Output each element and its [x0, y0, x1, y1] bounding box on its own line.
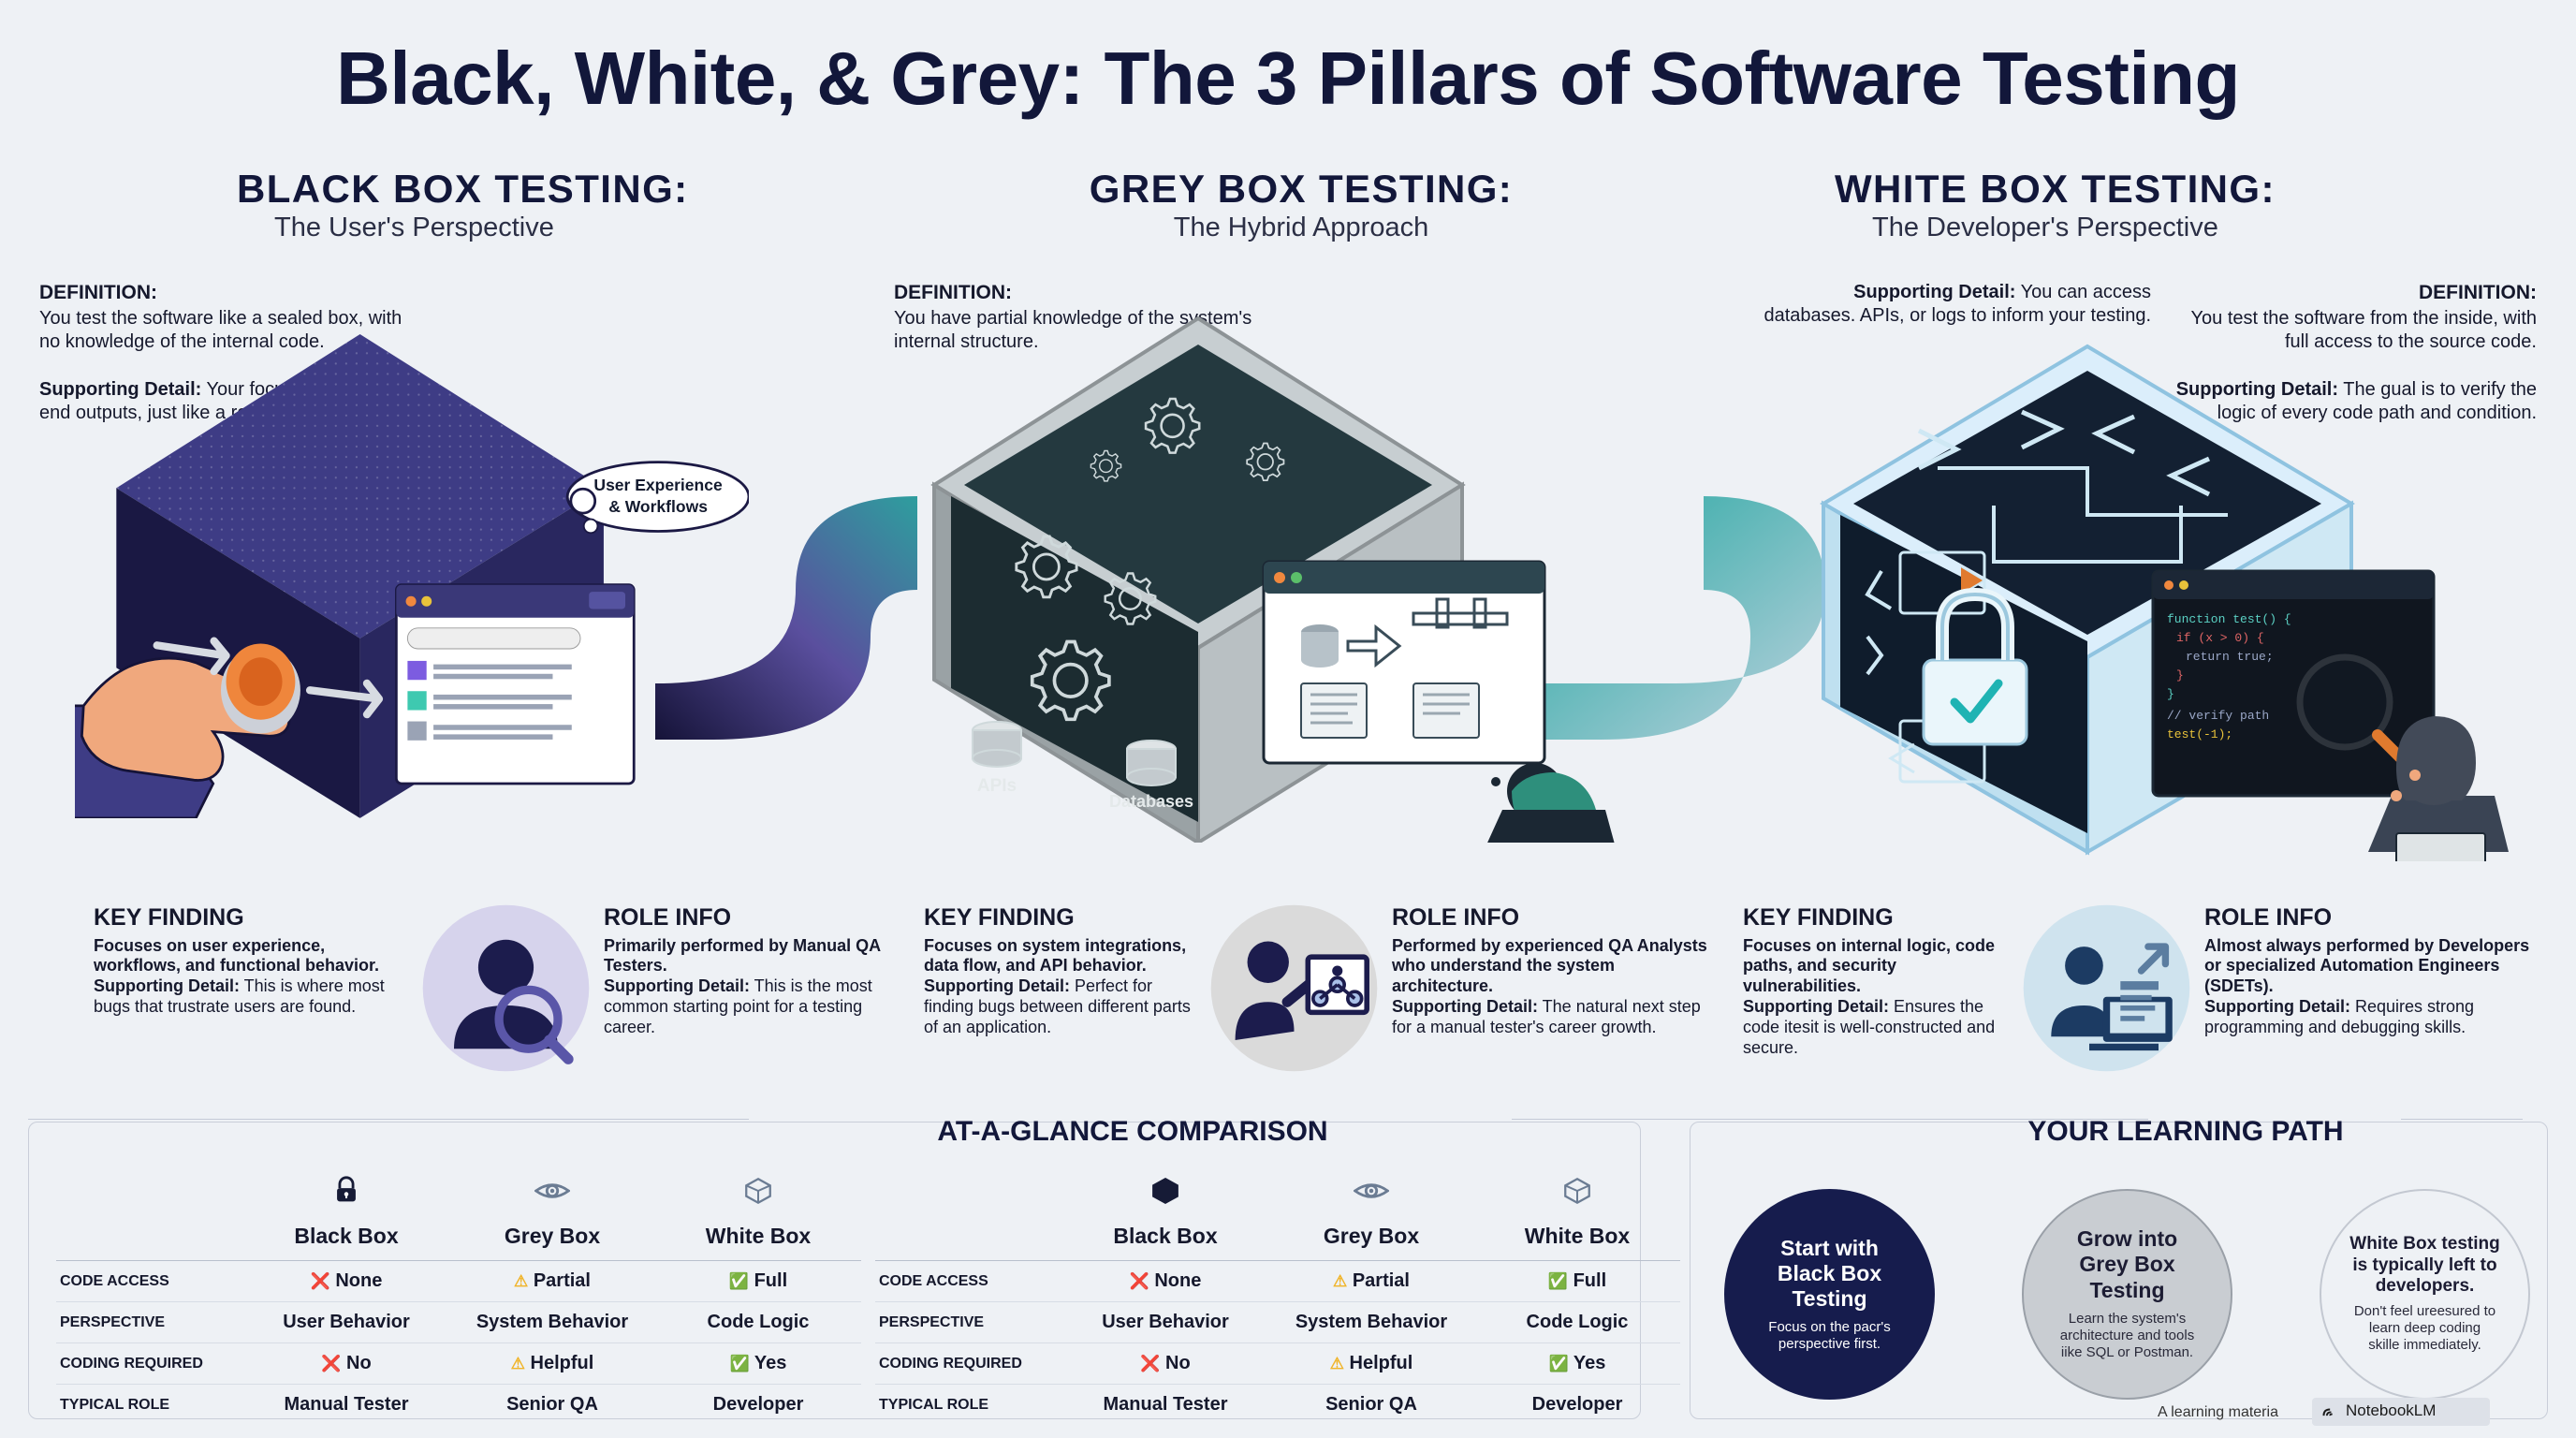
svg-text:if (x > 0) {: if (x > 0) {	[2176, 631, 2264, 645]
svg-text:test(-1);: test(-1);	[2167, 727, 2232, 741]
svg-text:// verify path: // verify path	[2167, 709, 2269, 723]
svg-text:APIs: APIs	[977, 776, 1017, 796]
svg-text:Databases: Databases	[1109, 792, 1193, 811]
svg-text:return true;: return true;	[2186, 650, 2274, 664]
svg-text:function test() {: function test() {	[2167, 612, 2291, 626]
svg-text:}: }	[2176, 668, 2184, 682]
svg-text:& Workflows: & Workflows	[608, 497, 708, 516]
svg-text:User Experience: User Experience	[593, 476, 723, 494]
svg-text:}: }	[2167, 687, 2174, 701]
